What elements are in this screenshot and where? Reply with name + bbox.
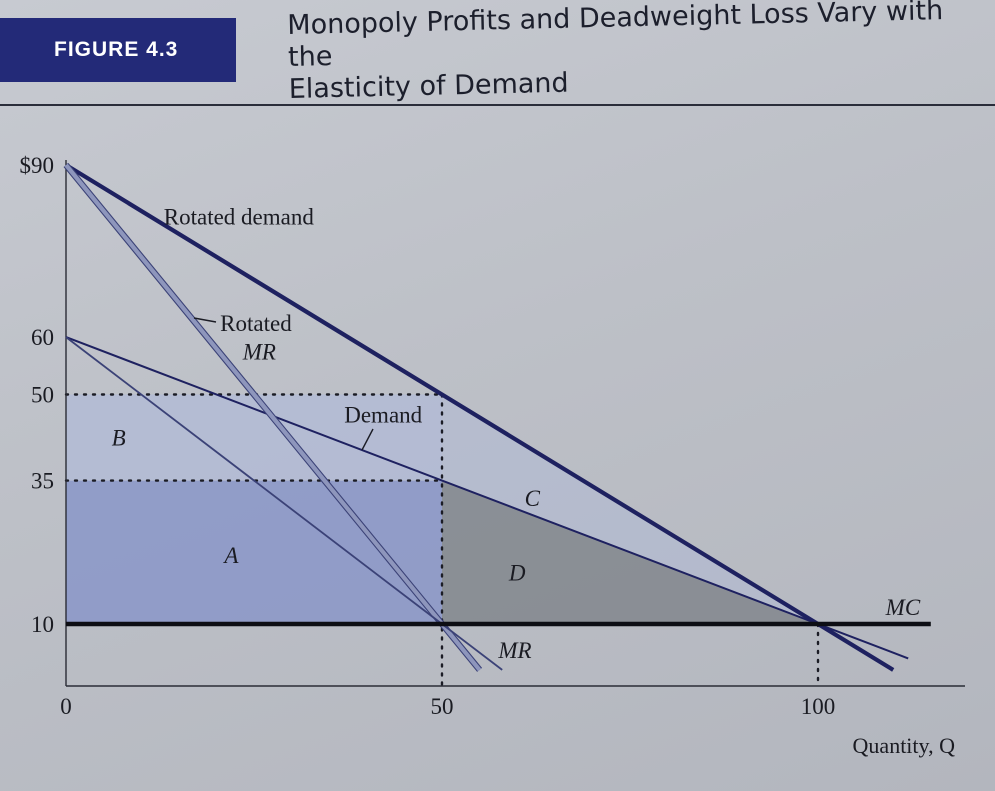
x-tick-100: 100 — [801, 694, 836, 719]
x-tick-50: 50 — [431, 694, 454, 719]
area-label-c: C — [525, 486, 541, 511]
area-a — [66, 480, 442, 624]
curve-label-mr-5: MR — [497, 638, 531, 663]
x-axis-label: Quantity, Q — [853, 733, 956, 758]
y-tick-90: $90 — [20, 153, 55, 178]
curve-label-mc-6: MC — [885, 595, 921, 620]
curve-label-demand-4: Demand — [344, 403, 422, 428]
figure-badge: FIGURE 4.3 — [0, 18, 236, 82]
area-label-a: A — [222, 543, 239, 568]
y-tick-60: 60 — [31, 325, 54, 350]
curves — [63, 162, 931, 672]
axes — [65, 160, 965, 687]
area-label-d: D — [508, 560, 526, 585]
curve-label-rotated-2: Rotated — [220, 311, 292, 336]
x-tick-0: 0 — [60, 694, 72, 719]
chart-labels: 10 35 50 60 $90 0 50 100 Quantity, Q A B C D Rotated … — [20, 153, 956, 758]
rotated-mr-pointer — [193, 317, 217, 323]
y-tick-10: 10 — [31, 612, 54, 637]
demand-pointer — [361, 428, 374, 451]
shaded-areas — [66, 394, 818, 624]
title-divider — [0, 104, 995, 106]
curve-label-mr-3: MR — [242, 339, 276, 364]
area-b — [66, 394, 442, 481]
y-tick-50: 50 — [31, 383, 54, 408]
area-label-b: B — [112, 426, 126, 451]
figure-label: FIGURE 4.3 — [54, 38, 179, 61]
y-tick-35: 35 — [31, 469, 54, 494]
curve-label-rotated-demand-1: Rotated demand — [164, 205, 315, 230]
